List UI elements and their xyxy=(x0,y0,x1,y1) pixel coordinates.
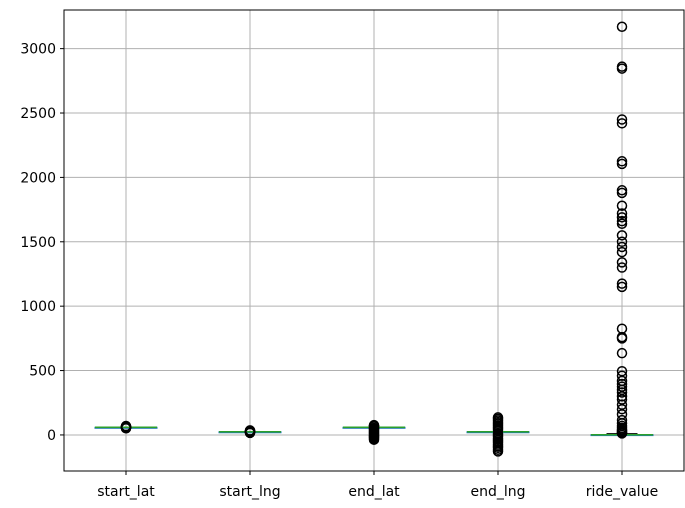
outlier-point xyxy=(616,387,628,398)
x-tick-label: start_lng xyxy=(219,484,280,500)
outlier-point xyxy=(492,412,504,423)
outlier-point xyxy=(616,21,628,32)
outlier-point xyxy=(616,257,628,268)
y-tick-label: 2000 xyxy=(20,170,56,186)
outlier-point xyxy=(120,420,132,432)
y-tick-label: 3000 xyxy=(20,42,56,58)
outlier-point xyxy=(616,218,628,230)
y-tick-label: 1500 xyxy=(20,235,56,251)
outlier-point xyxy=(616,200,628,211)
outlier-point xyxy=(616,118,628,129)
outlier-point xyxy=(616,262,628,273)
y-tick-label: 500 xyxy=(29,364,56,380)
y-tick-label: 2500 xyxy=(20,106,56,122)
x-tick-label: end_lng xyxy=(470,484,525,500)
outlier-point xyxy=(616,187,628,199)
y-tick-label: 0 xyxy=(47,428,56,444)
outlier-point xyxy=(616,230,628,241)
x-tick-label: end_lat xyxy=(348,484,400,500)
outlier-point xyxy=(616,281,628,293)
axes-frame xyxy=(63,9,685,472)
outlier-point xyxy=(616,114,628,125)
outlier-point xyxy=(616,236,628,248)
x-tick-label: ride_value xyxy=(586,484,658,500)
outlier-point xyxy=(616,212,628,223)
outlier-point xyxy=(616,241,628,253)
outlier-point xyxy=(616,403,628,415)
outlier-point xyxy=(244,425,256,436)
x-tick-label: start_lat xyxy=(97,484,155,500)
outlier-point xyxy=(616,428,628,439)
outlier-point xyxy=(616,347,628,359)
outlier-point xyxy=(616,246,628,258)
outlier-point xyxy=(616,278,628,289)
outlier-point xyxy=(616,158,628,170)
outlier-point xyxy=(616,63,628,74)
outlier-point xyxy=(616,333,628,344)
outlier-point xyxy=(368,419,380,431)
outlier-point xyxy=(616,208,628,219)
y-tick-label: 1000 xyxy=(20,299,56,315)
